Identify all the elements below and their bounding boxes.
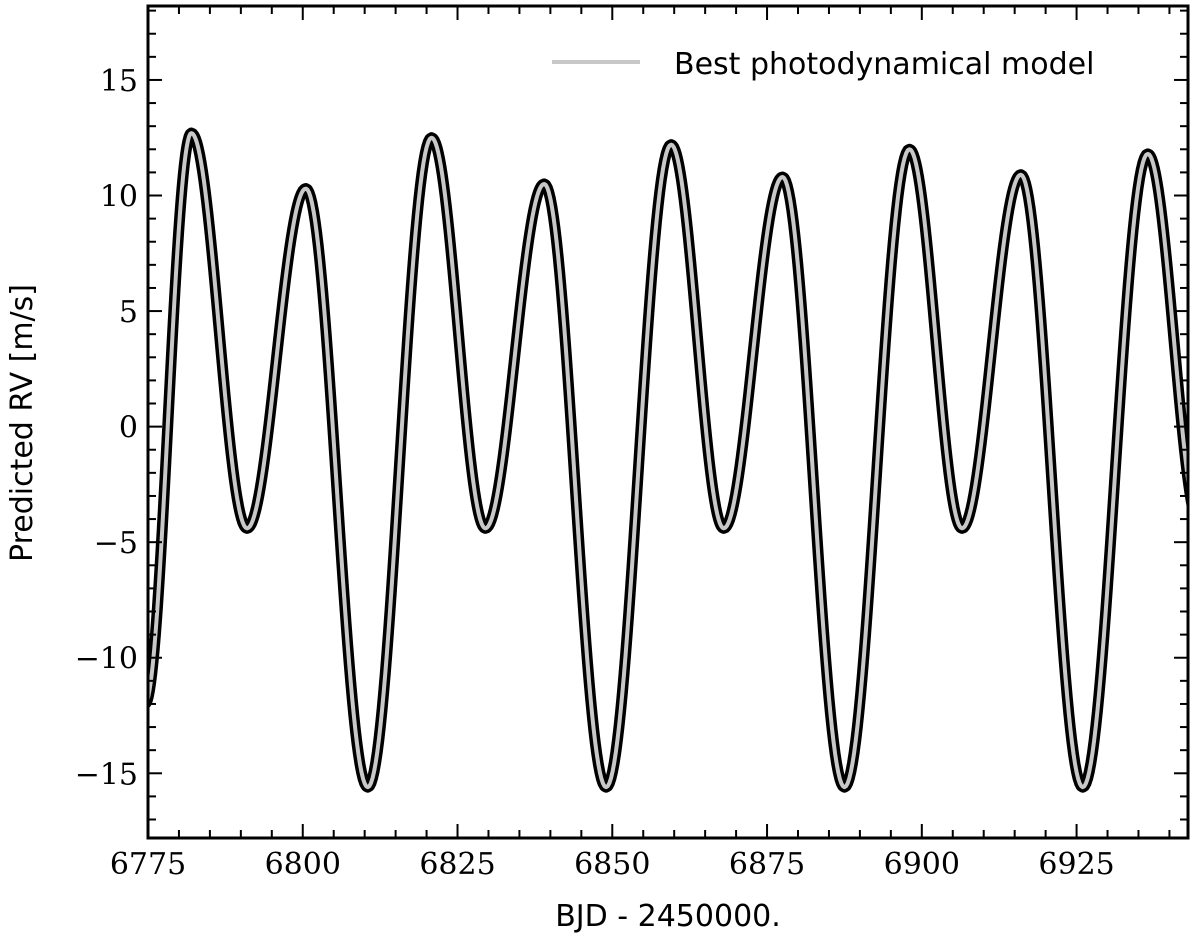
x-tick-label: 6850 [574, 847, 650, 882]
x-tick-label: 6825 [419, 847, 495, 882]
y-tick-label: −10 [75, 642, 138, 677]
x-tick-label: 6900 [884, 847, 960, 882]
legend-label: Best photodynamical model [674, 47, 1094, 82]
x-tick-label: 6800 [265, 847, 341, 882]
y-tick-label: −15 [75, 757, 138, 792]
x-tick-label: 6875 [729, 847, 805, 882]
legend: Best photodynamical model [552, 47, 1094, 82]
model-uncertainty-band [148, 127, 1188, 793]
y-tick-labels: −15 −10 −5 0 5 10 15 [75, 64, 138, 792]
y-axis-label: Predicted RV [m/s] [5, 284, 40, 562]
y-tick-label: 10 [100, 180, 138, 215]
series-line-best-model [148, 131, 1188, 790]
y-tick-label: −5 [94, 526, 138, 561]
plot-area [148, 127, 1188, 793]
axis-ticks [147, 6, 1188, 838]
y-tick-label: 15 [100, 64, 138, 99]
plot-frame [146, 4, 1190, 840]
x-axis-label: BJD - 2450000. [555, 899, 781, 934]
y-tick-label: 0 [119, 411, 138, 446]
x-tick-label: 6925 [1038, 847, 1114, 882]
x-tick-label: 6775 [110, 847, 186, 882]
y-tick-label: 5 [119, 295, 138, 330]
x-tick-labels: 6775 6800 6825 6850 6875 6900 6925 [110, 847, 1115, 882]
